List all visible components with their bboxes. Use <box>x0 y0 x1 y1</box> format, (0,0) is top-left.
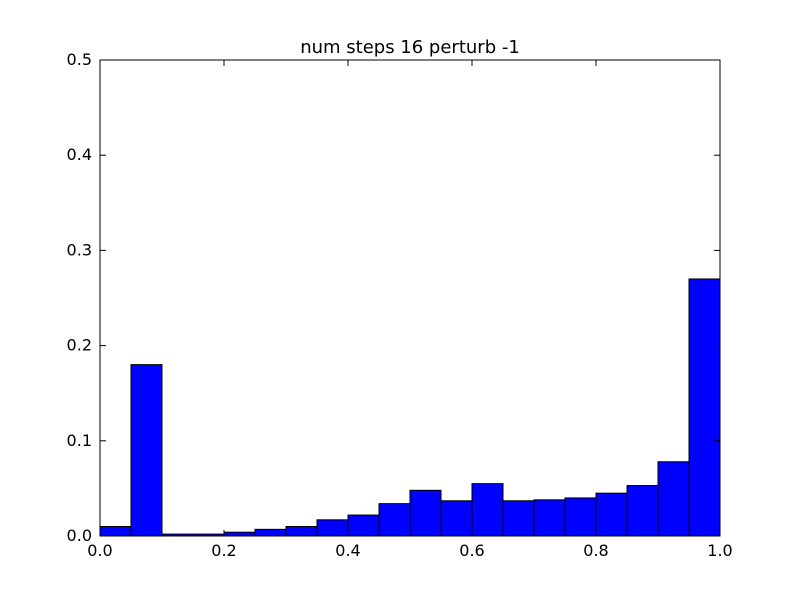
y-tick-label: 0.1 <box>67 431 92 450</box>
x-tick-label: 0.6 <box>459 541 484 560</box>
histogram-bar <box>440 500 473 537</box>
x-tick-label: 0.8 <box>583 541 608 560</box>
histogram-bar <box>688 278 721 537</box>
x-tick-label: 0.4 <box>335 541 360 560</box>
histogram-bar <box>564 497 597 537</box>
histogram-bar <box>533 499 566 537</box>
histogram-bar <box>99 525 132 537</box>
y-tick-label: 0.2 <box>67 336 92 355</box>
histogram-bar <box>316 519 349 537</box>
histogram-bar <box>409 489 442 537</box>
x-tick-label: 0.0 <box>87 541 112 560</box>
y-tick-label: 0.5 <box>67 50 92 69</box>
histogram-bar <box>130 364 163 537</box>
chart-title: num steps 16 perturb -1 <box>300 37 520 58</box>
histogram-bar <box>595 492 628 537</box>
histogram-bar <box>657 461 690 537</box>
ticks-group: 0.0 0.2 0.4 0.6 0.8 1.0 0.0 0.1 0.2 0.3 0.4 0.5 <box>67 50 733 560</box>
bars-group <box>99 278 721 537</box>
histogram-bar <box>223 531 256 537</box>
histogram-bar <box>285 525 318 537</box>
plot-frame <box>99 59 721 537</box>
y-tick-label: 0.0 <box>67 526 92 545</box>
histogram-bar <box>347 514 380 537</box>
x-tick-label: 0.2 <box>211 541 236 560</box>
histogram-bar <box>254 528 287 537</box>
y-tick-label: 0.3 <box>67 240 92 259</box>
y-tick-label: 0.4 <box>67 145 92 164</box>
histogram-bar <box>502 500 535 537</box>
histogram-bar <box>378 503 411 537</box>
histogram-bar <box>626 485 659 537</box>
histogram-bar <box>471 483 504 537</box>
x-tick-label: 1.0 <box>707 541 732 560</box>
